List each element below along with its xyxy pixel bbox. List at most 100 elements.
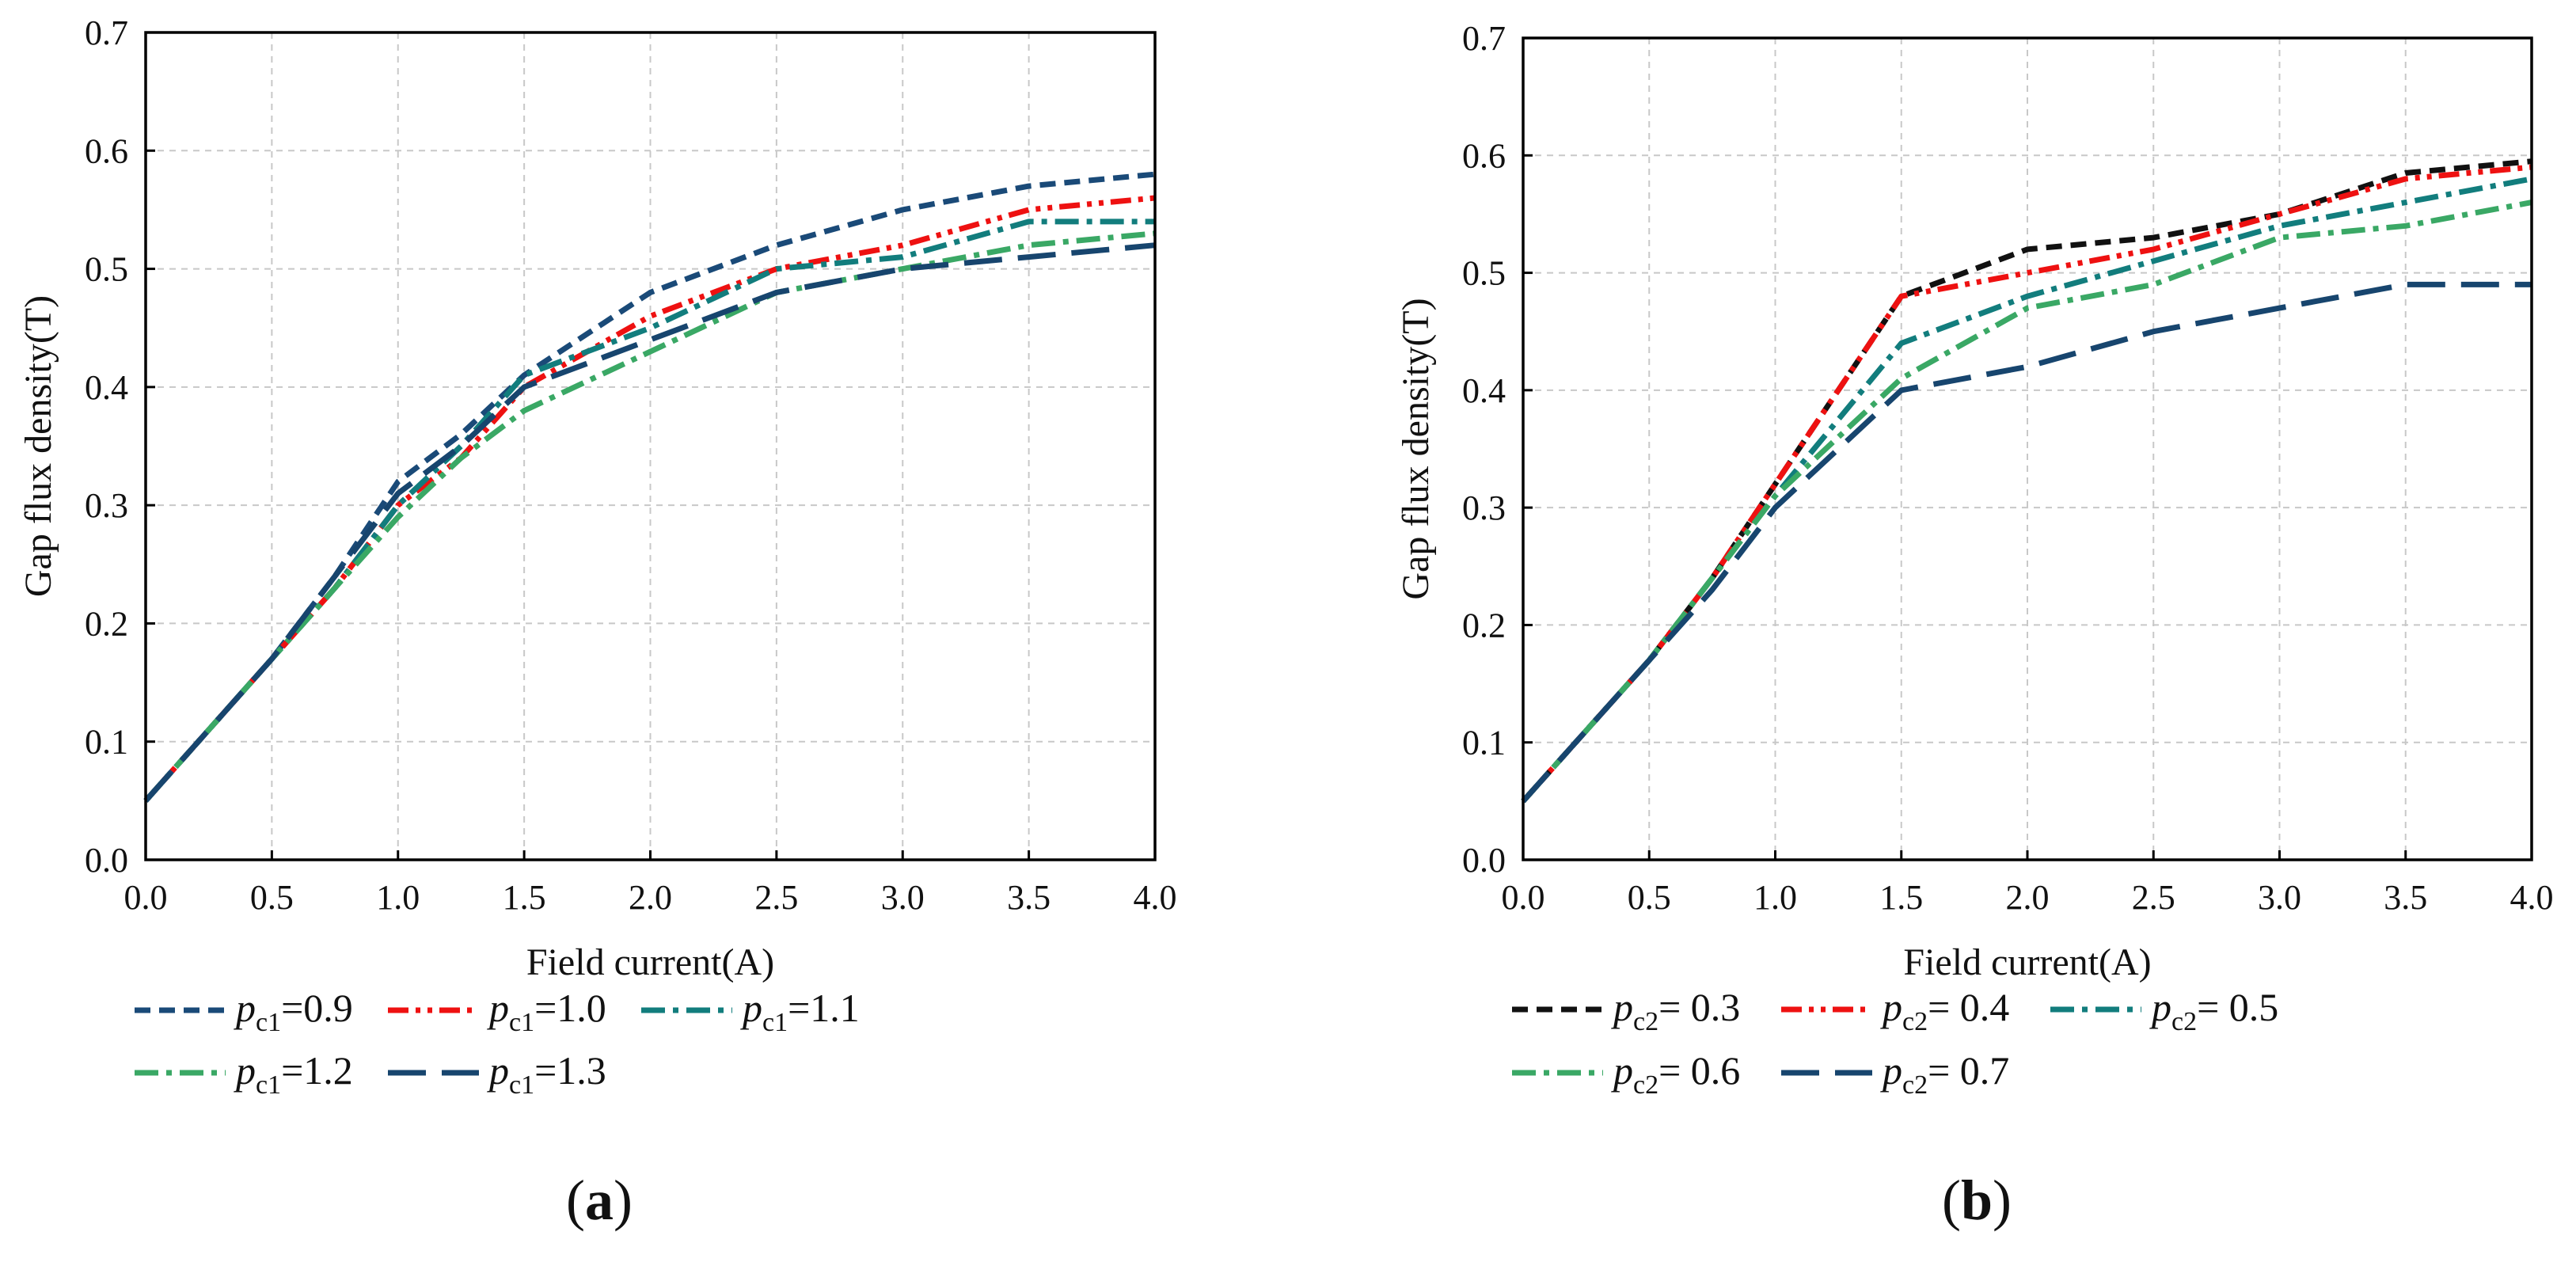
legend-item-1: pc2= 0.4 — [1781, 985, 2009, 1036]
y-tick-label: 0.1 — [85, 723, 128, 762]
legend-subscript: c2 — [1902, 1070, 1928, 1100]
legend-item-4: pc2= 0.7 — [1781, 1048, 2009, 1100]
y-tick-label: 0.0 — [85, 841, 128, 880]
legend-symbol: p — [740, 986, 762, 1030]
legend-value: = 0.6 — [1658, 1048, 1740, 1093]
legend-label: pc2= 0.4 — [1880, 985, 2009, 1036]
legend-subscript: c2 — [1633, 1070, 1658, 1100]
legend-label: pc1=1.3 — [487, 1048, 606, 1100]
y-tick-label: 0.6 — [1462, 136, 1506, 175]
legend-value: =1.2 — [281, 1048, 353, 1093]
legend-subscript: c1 — [509, 1008, 534, 1037]
legend-subscript: c1 — [256, 1070, 281, 1100]
x-tick-label: 2.5 — [754, 878, 798, 917]
legend-item-3: pc1=1.2 — [135, 1048, 353, 1100]
series-line-c1-3 — [143, 230, 1156, 803]
y-axis-label: Gap flux density(T) — [17, 295, 59, 597]
x-tick-label: 0.5 — [250, 878, 294, 917]
legend-symbol: p — [1880, 985, 1902, 1029]
x-tick-label: 0.0 — [1502, 878, 1545, 917]
legend-item-2: pc1=1.1 — [641, 986, 860, 1037]
x-tick-label: 3.0 — [2258, 878, 2301, 917]
y-tick-label: 0.2 — [1462, 606, 1506, 644]
y-tick-label: 0.7 — [1462, 19, 1506, 58]
y-tick-label: 0.4 — [1462, 371, 1506, 410]
legend-value: = 0.3 — [1658, 985, 1740, 1029]
panel-label-open: ( — [566, 1169, 585, 1232]
legend-label: pc2= 0.5 — [2149, 985, 2278, 1036]
y-tick-label: 0.4 — [85, 368, 128, 407]
legend-subscript: c2 — [2171, 1007, 2197, 1036]
legend-value: = 0.5 — [2197, 985, 2278, 1029]
legend-symbol: p — [2149, 985, 2171, 1029]
legend-label: pc1=1.2 — [234, 1048, 353, 1100]
y-tick-label: 0.5 — [85, 250, 128, 289]
legend-symbol: p — [1611, 985, 1633, 1029]
legend-symbol: p — [487, 986, 509, 1030]
legend-item-0: pc2= 0.3 — [1512, 985, 1740, 1036]
y-tick-label: 0.7 — [85, 13, 128, 52]
x-tick-label: 2.0 — [2006, 878, 2050, 917]
x-tick-label: 4.0 — [2510, 878, 2554, 917]
y-tick-label: 0.6 — [85, 131, 128, 170]
series-line-c1-4 — [143, 242, 1156, 803]
legend-item-1: pc1=1.0 — [388, 986, 606, 1037]
x-tick-label: 2.0 — [629, 878, 672, 917]
x-tick-label: 3.5 — [2384, 878, 2427, 917]
legend-symbol: p — [1611, 1048, 1633, 1093]
x-tick-label: 0.0 — [124, 878, 168, 917]
y-axis-label: Gap flux density(T) — [1395, 298, 1437, 599]
x-tick-label: 3.0 — [881, 878, 925, 917]
legend-item-2: pc2= 0.5 — [2050, 985, 2278, 1036]
legend-value: =0.9 — [281, 986, 353, 1030]
legend-symbol: p — [487, 1048, 509, 1093]
legend-label: pc2= 0.3 — [1611, 985, 1740, 1036]
y-tick-label: 0.5 — [1462, 254, 1506, 293]
legend-symbol: p — [234, 986, 256, 1030]
x-axis-label: Field current(A) — [1903, 941, 2151, 983]
legend-label: pc2= 0.6 — [1611, 1048, 1740, 1100]
y-tick-label: 0.2 — [85, 604, 128, 643]
legend-value: =1.0 — [534, 986, 606, 1030]
legend-value: = 0.4 — [1928, 985, 2009, 1029]
legend-label: pc1=0.9 — [234, 986, 353, 1037]
legend-label: pc2= 0.7 — [1880, 1048, 2009, 1100]
legend-value: =1.1 — [788, 986, 860, 1030]
panel-label-close: ) — [1993, 1169, 2012, 1232]
y-tick-label: 0.3 — [1462, 488, 1506, 527]
x-tick-label: 2.5 — [2132, 878, 2175, 917]
y-tick-label: 0.1 — [1462, 724, 1506, 762]
panel-label: (a) — [566, 1169, 633, 1232]
x-axis-label: Field current(A) — [526, 941, 774, 983]
series-line-c2-3 — [1521, 200, 2532, 804]
panel-label-open: ( — [1942, 1169, 1961, 1232]
x-tick-label: 1.5 — [503, 878, 546, 917]
x-tick-label: 4.0 — [1134, 878, 1177, 917]
panel-label-letter: b — [1961, 1169, 1993, 1232]
panel-label-close: ) — [614, 1169, 633, 1232]
legend-item-0: pc1=0.9 — [135, 986, 353, 1037]
legend-label: pc1=1.1 — [740, 986, 860, 1037]
panel-label-letter: a — [585, 1169, 614, 1232]
legend-item-3: pc2= 0.6 — [1512, 1048, 1740, 1100]
legend-subscript: c2 — [1902, 1007, 1928, 1036]
legend-subscript: c1 — [256, 1008, 281, 1037]
x-tick-label: 0.5 — [1628, 878, 1671, 917]
x-tick-label: 1.0 — [376, 878, 420, 917]
legend-subscript: c2 — [1633, 1007, 1658, 1036]
legend-subscript: c1 — [509, 1070, 534, 1100]
legend-value: =1.3 — [534, 1048, 606, 1093]
series-line-c1-2 — [143, 219, 1155, 803]
series-line-c2-4 — [1521, 281, 2532, 804]
legend-value: = 0.7 — [1928, 1048, 2009, 1093]
panel-label: (b) — [1942, 1169, 2012, 1232]
x-tick-label: 3.5 — [1007, 878, 1051, 917]
legend-subscript: c1 — [762, 1008, 788, 1037]
x-tick-label: 1.0 — [1753, 878, 1797, 917]
chart-panel-a: 0.0 0.5 1.0 1.5 2.0 2.5 3.0 3.5 4.0 0.0 0.1 0.2 0.3 0… — [17, 13, 1177, 1232]
legend-symbol: p — [234, 1048, 256, 1093]
legend-label: pc1=1.0 — [487, 986, 606, 1037]
legend-symbol: p — [1880, 1048, 1902, 1093]
x-tick-label: 1.5 — [1879, 878, 1923, 917]
